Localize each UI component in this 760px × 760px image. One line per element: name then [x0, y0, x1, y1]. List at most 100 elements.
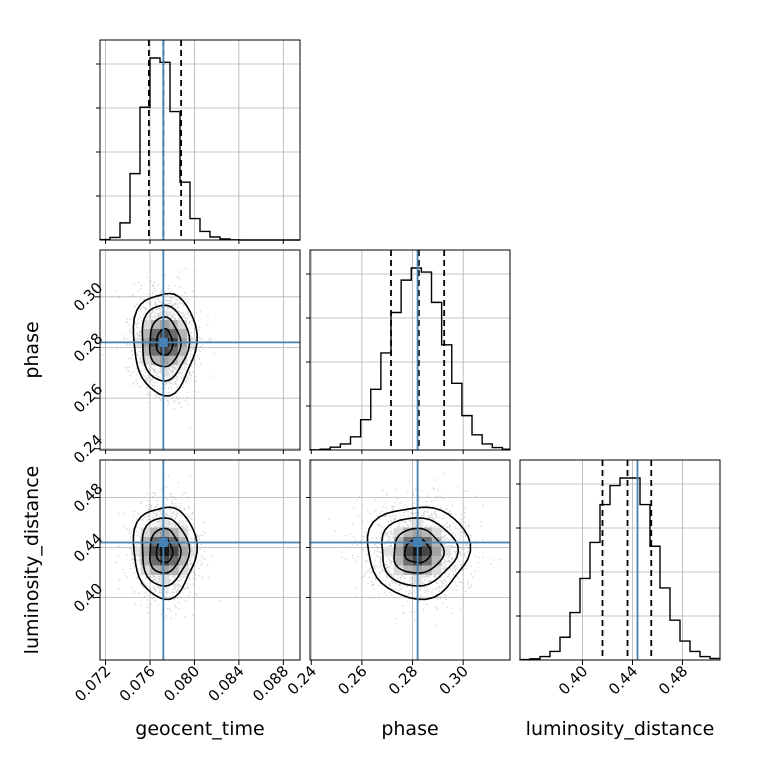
density-phase|luminosity_distance--2-0: [393, 546, 404, 556]
hist-frame-luminosity_distance: [519, 459, 721, 661]
density-geocent_time|luminosity_distance-3-0: [188, 546, 198, 556]
scatter-content-phase-luminosity_distance: [310, 460, 510, 660]
contour-geocent_time|luminosity_distance-2: [141, 517, 191, 587]
truth-marker-geocent_time|luminosity_distance: [158, 538, 168, 547]
scatter-content-geocent_time-luminosity_distance: [100, 460, 300, 660]
scatter-panel-geocent_time-luminosity_distance: [99, 459, 301, 661]
density-phase|luminosity_distance-1--2: [422, 527, 432, 537]
density-phase|luminosity_distance-3-0: [441, 546, 451, 556]
xtick-label-geocent_time-2: 0.080: [160, 662, 203, 705]
xtick-label-geocent_time-0: 0.072: [71, 662, 114, 705]
scatter-panel-phase-luminosity_distance: [309, 459, 511, 661]
ytick-label-phase-1: 0.26: [70, 380, 106, 416]
density-geocent_time|phase--2-2: [141, 355, 151, 365]
density-geocent_time|luminosity_distance-1--2: [169, 527, 179, 537]
ytick-label-luminosity_distance-1: 0.44: [70, 529, 106, 565]
ylabel-luminosity-distance: luminosity_distance: [21, 466, 43, 655]
xlabel-geocent-time: geocent_time: [135, 718, 264, 740]
density-geocent_time|phase--1--1: [150, 328, 160, 338]
density-geocent_time|luminosity_distance--3-0: [131, 546, 141, 556]
samples-geocent_time|phase: [102, 268, 215, 429]
ytick-label-luminosity_distance-0: 0.40: [70, 579, 106, 615]
density-geocent_time|luminosity_distance-0--3: [159, 518, 170, 528]
hist-luminosity_distance: [519, 477, 720, 661]
density-geocent_time|luminosity_distance-0-0: [159, 546, 170, 556]
xtick-label-phase-2: 0.28: [385, 662, 421, 698]
density-geocent_time|phase-0--2: [159, 319, 169, 329]
contour-phase|luminosity_distance-1: [393, 527, 446, 574]
density-geocent_time|phase-0-2: [159, 355, 169, 365]
density-geocent_time|luminosity_distance--2-2: [140, 565, 151, 575]
scatter-frame-geocent_time|phase: [99, 249, 301, 451]
density-geocent_time|luminosity_distance-0-3: [159, 575, 170, 585]
scatter-panel-geocent_time-phase: [99, 249, 301, 451]
density-phase|luminosity_distance--1-0: [403, 546, 413, 556]
density-geocent_time|phase-2-2: [177, 355, 187, 365]
density-phase|luminosity_distance-2-1: [431, 556, 442, 566]
density-phase|luminosity_distance--1-2: [403, 565, 413, 575]
xtick-label-phase-0: 0.24: [284, 662, 320, 698]
scatter-frame-phase|luminosity_distance: [309, 459, 511, 661]
scatter-content-geocent_time-phase: [100, 250, 300, 450]
density-phase|luminosity_distance--2-1: [393, 556, 404, 566]
xtick-label-luminosity_distance-2: 0.48: [655, 662, 691, 698]
hist-panel-phase: [306, 249, 511, 451]
hist-panel-luminosity_distance: [516, 459, 721, 661]
hist-phase: [309, 267, 510, 451]
contour-phase|luminosity_distance-3: [366, 506, 472, 601]
contour-geocent_time|luminosity_distance-1: [148, 527, 182, 574]
contour-geocent_time|luminosity_distance-0: [155, 538, 174, 564]
density-geocent_time|phase-2--1: [177, 328, 187, 338]
density-geocent_time|luminosity_distance-2-1: [178, 556, 189, 566]
density-phase|luminosity_distance--1--2: [403, 527, 413, 537]
density-geocent_time|phase-2--2: [177, 319, 187, 329]
ytick-label-luminosity_distance-2: 0.48: [70, 479, 106, 515]
density-geocent_time|phase-1-1: [168, 346, 178, 356]
density-geocent_time|luminosity_distance-0--2: [159, 527, 170, 537]
contour-phase|luminosity_distance-2: [381, 517, 460, 587]
xlabel-luminosity-distance: luminosity_distance: [526, 718, 715, 740]
density-geocent_time|phase-2-1: [177, 346, 187, 356]
xtick-label-geocent_time-3: 0.084: [205, 662, 248, 705]
density-geocent_time|luminosity_distance-2-2: [178, 565, 189, 575]
density-geocent_time|luminosity_distance-0-2: [159, 565, 170, 575]
density-phase|luminosity_distance--2-2: [393, 565, 404, 575]
density-phase|luminosity_distance-2-2: [431, 565, 442, 575]
ytick-label-phase-3: 0.30: [70, 279, 106, 315]
density-geocent_time|phase--1-2: [150, 355, 160, 365]
xtick-label-phase-3: 0.30: [436, 662, 472, 698]
density-geocent_time|phase--1--2: [150, 319, 160, 329]
xlabel-phase: phase: [381, 718, 438, 740]
density-geocent_time|phase--2-1: [141, 346, 151, 356]
density-phase|luminosity_distance-2-0: [431, 546, 442, 556]
density-geocent_time|luminosity_distance--1-0: [150, 546, 160, 556]
density-geocent_time|phase-0-1: [159, 346, 169, 356]
ytick-label-phase-0: 0.24: [70, 431, 106, 467]
density-geocent_time|luminosity_distance--2--2: [140, 527, 151, 537]
contour-phase|luminosity_distance-0: [403, 538, 432, 564]
density-geocent_time|phase--1-1: [150, 346, 160, 356]
hist-geocent_time: [99, 57, 300, 241]
density-geocent_time|phase-0--3: [159, 310, 169, 320]
xtick-label-phase-1: 0.26: [334, 662, 370, 698]
hist-panel-geocent_time: [96, 39, 301, 241]
xtick-label-luminosity_distance-0: 0.40: [555, 662, 591, 698]
density-geocent_time|phase-1--1: [168, 328, 178, 338]
density-geocent_time|luminosity_distance-0-1: [159, 556, 170, 566]
density-geocent_time|luminosity_distance-1-0: [169, 546, 179, 556]
ytick-label-phase-2: 0.28: [70, 329, 106, 365]
density-geocent_time|phase-0--1: [159, 328, 169, 338]
ylabel-phase: phase: [21, 321, 43, 378]
density-geocent_time|luminosity_distance--2-0: [140, 546, 151, 556]
density-phase|luminosity_distance-1-0: [422, 546, 432, 556]
density-geocent_time|luminosity_distance-1-2: [169, 565, 179, 575]
density-geocent_time|luminosity_distance--1-1: [150, 556, 160, 566]
truth-marker-phase|luminosity_distance: [413, 538, 423, 547]
hist-frame-phase: [309, 249, 511, 451]
xtick-label-geocent_time-1: 0.076: [116, 662, 159, 705]
density-geocent_time|phase--2--1: [141, 328, 151, 338]
density-geocent_time|luminosity_distance-2-0: [178, 546, 189, 556]
density-geocent_time|phase-0-3: [159, 364, 169, 374]
xtick-label-luminosity_distance-1: 0.44: [605, 662, 641, 698]
